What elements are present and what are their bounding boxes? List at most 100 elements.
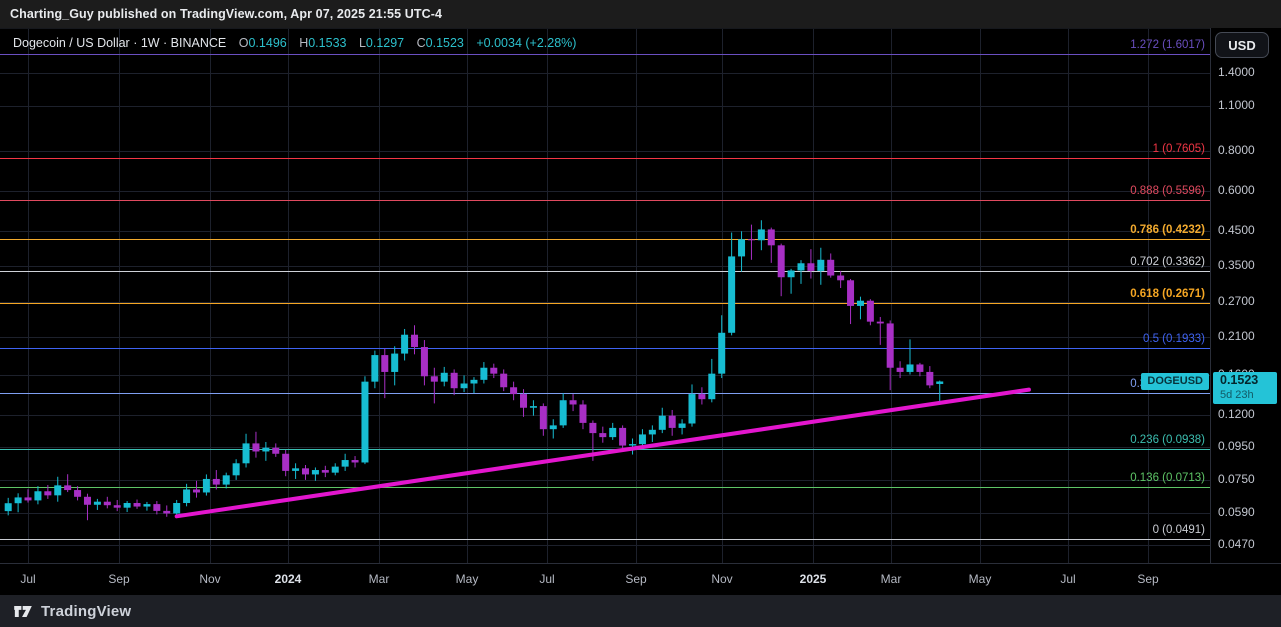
candle-body-down — [430, 376, 438, 382]
candle-body-down — [916, 364, 924, 372]
candle-body-down — [698, 394, 706, 400]
candle-body-up — [440, 372, 448, 382]
candle-body-down — [212, 478, 220, 485]
change-value: +0.0034 (+2.28%) — [476, 36, 577, 50]
close-value: 0.1523 — [425, 36, 464, 50]
candle-body-down — [282, 453, 290, 471]
symbol-title: Dogecoin / US Dollar · 1W · BINANCE — [13, 36, 227, 50]
candle-body-down — [133, 503, 141, 507]
time-axis-label-nov: Nov — [711, 572, 733, 586]
candle-body-down — [192, 489, 200, 493]
ascending-trendline[interactable] — [174, 387, 1031, 519]
last-price-value: 0.1523 — [1220, 372, 1259, 387]
candle-body-up — [678, 423, 686, 428]
chart-area[interactable]: Dogecoin / US Dollar · 1W · BINANCE O 0.1… — [0, 28, 1210, 564]
candle-body-up — [757, 229, 765, 241]
candle-body-down — [74, 490, 82, 497]
price-axis-label: 0.2700 — [1218, 293, 1255, 308]
time-axis-label-may: May — [968, 572, 992, 586]
close-label: C — [416, 36, 426, 50]
candle-body-up — [93, 501, 101, 505]
candle-body-up — [648, 429, 656, 435]
candle-body-up — [14, 497, 22, 504]
candle-body-down — [619, 427, 627, 446]
time-axis-label-may: May — [455, 572, 479, 586]
time-axis-label-nov: Nov — [199, 572, 221, 586]
attribution-bar: Charting_Guy published on TradingView.co… — [0, 0, 1281, 28]
price-axis-label: 0.6000 — [1218, 182, 1255, 197]
candle-body-down — [64, 485, 72, 491]
candle-body-up — [371, 355, 379, 382]
candle-body-down — [599, 433, 607, 438]
time-axis-label-jul: Jul — [539, 572, 555, 586]
candle-body-down — [302, 468, 309, 475]
candle-body-up — [331, 466, 339, 473]
candle-body-down — [747, 239, 755, 241]
time-axis-label-2024: 2024 — [274, 572, 302, 586]
candle-body-down — [163, 510, 171, 514]
tradingview-brand[interactable]: TradingView — [41, 602, 132, 620]
candle-body-up — [54, 485, 62, 496]
symbol-price-flag: DOGEUSD — [1141, 372, 1209, 390]
candle-body-up — [34, 491, 42, 501]
candle-body-down — [411, 334, 419, 348]
candle-body-up — [143, 504, 151, 507]
candle-body-up — [609, 427, 617, 438]
candle-body-down — [113, 505, 121, 508]
time-axis-label-sep: Sep — [625, 572, 647, 586]
price-axis-label: 0.0750 — [1218, 472, 1255, 487]
candle-body-up — [856, 300, 864, 306]
candle-body-up — [183, 489, 191, 504]
candle-body-down — [420, 347, 428, 377]
symbol-legend: Dogecoin / US Dollar · 1W · BINANCE O 0.1… — [13, 36, 576, 50]
candle-body-up — [173, 503, 181, 514]
candle-body-up — [361, 381, 369, 463]
time-axis-label-jul: Jul — [20, 572, 36, 586]
candle-body-up — [480, 367, 488, 380]
candle-body-up — [311, 470, 319, 475]
candle-body-up — [529, 406, 537, 408]
high-label: H — [299, 36, 309, 50]
price-axis-label: 1.1000 — [1218, 98, 1255, 113]
candle-body-up — [728, 256, 736, 333]
candle-body-down — [539, 406, 547, 430]
time-axis-label-jul: Jul — [1060, 572, 1076, 586]
candle-body-down — [510, 387, 518, 395]
candle-body-down — [777, 245, 785, 278]
bar-countdown: 5d 23h — [1220, 388, 1254, 401]
price-axis-label: 0.1200 — [1218, 406, 1255, 421]
candle-body-up — [936, 381, 944, 384]
price-axis-label: 0.2100 — [1218, 328, 1255, 343]
price-axis-label: 1.4000 — [1218, 64, 1255, 79]
candle-body-up — [460, 383, 468, 389]
price-axis[interactable]: USD 1.4000 1.1000 0.8000 0.6000 0.4500 0.3500… — [1210, 28, 1281, 563]
price-axis-label: 0.0590 — [1218, 505, 1255, 520]
candle-body-up — [401, 334, 409, 354]
candle-body-up — [470, 379, 478, 384]
candle-body-down — [450, 372, 458, 389]
price-axis-label: 0.8000 — [1218, 142, 1255, 157]
candle-body-down — [876, 321, 884, 324]
open-label: O — [238, 36, 249, 50]
candlestick-chart-canvas[interactable] — [0, 29, 1210, 564]
candle-body-up — [797, 263, 805, 271]
price-axis-label: 0.3500 — [1218, 257, 1255, 272]
candle-body-down — [381, 355, 389, 372]
candle-body-up — [638, 434, 646, 445]
candle-body-up — [708, 373, 716, 400]
candle-body-down — [579, 404, 587, 423]
candle-body-up — [738, 239, 746, 257]
candle-body-up — [262, 447, 270, 452]
candle-body-down — [866, 300, 874, 322]
last-price-badge: 0.1523 5d 23h — [1213, 371, 1277, 404]
candle-body-down — [103, 501, 111, 506]
attribution-text: Charting_Guy published on TradingView.co… — [10, 7, 443, 21]
candle-body-down — [252, 443, 260, 452]
candle-body-up — [4, 503, 12, 512]
time-axis-label-sep: Sep — [108, 572, 130, 586]
currency-toggle-button[interactable]: USD — [1215, 32, 1269, 58]
time-axis[interactable]: Jul Sep Nov 2024 Mar May Jul Sep Nov 2025 Mar May Ju… — [0, 563, 1281, 595]
candle-body-down — [569, 400, 577, 405]
candle-body-down — [886, 323, 894, 368]
footer-bar: TradingView — [0, 595, 1281, 627]
